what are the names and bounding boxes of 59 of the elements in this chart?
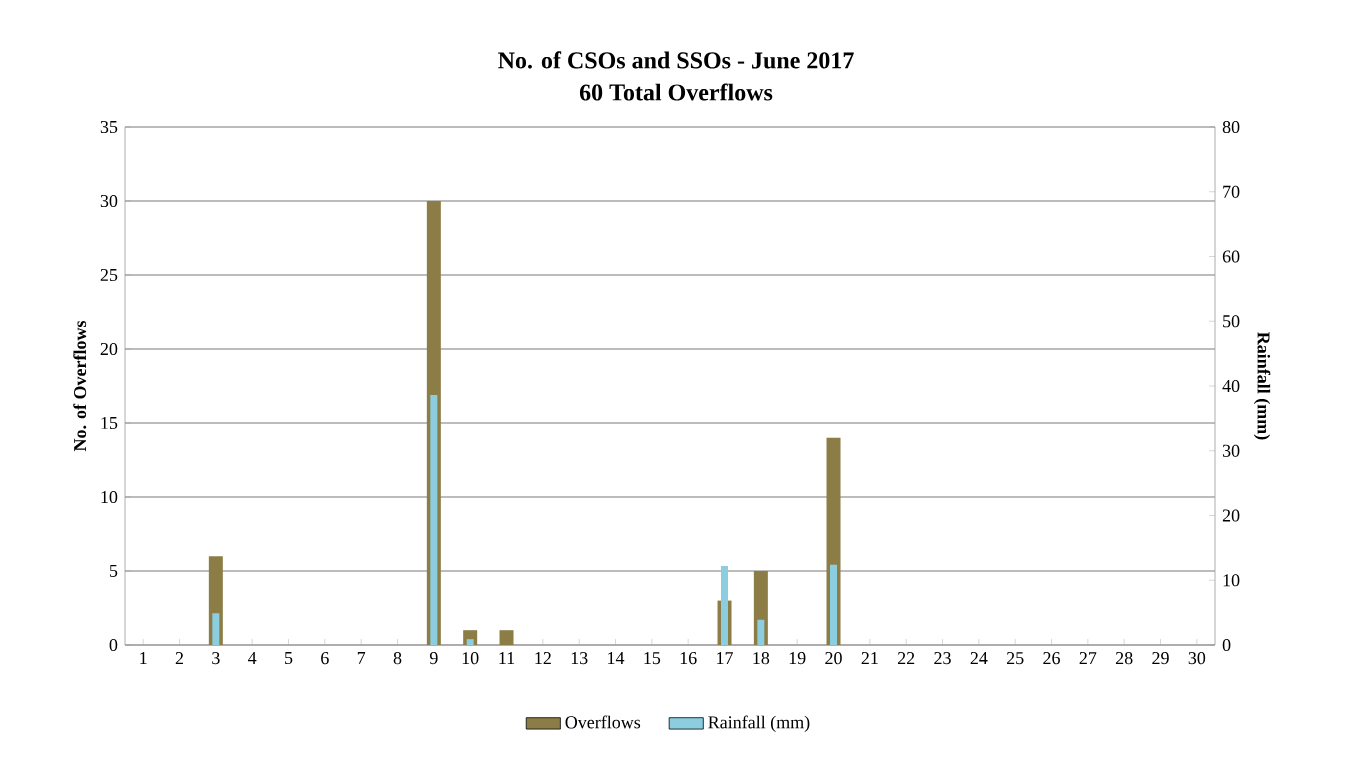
x-tick-label: 10: [462, 652, 479, 665]
x-tick-label: 18: [753, 652, 770, 665]
x-tick-label: 26: [1043, 652, 1060, 665]
y-tick-label: 15: [101, 416, 118, 430]
y2-tick-label: 70: [1223, 185, 1240, 198]
y-axis-title: No. of Overflows: [73, 320, 87, 452]
x-tick-label: 24: [970, 652, 988, 664]
x-tick-label: 22: [897, 652, 915, 664]
x-tick-label: 2: [175, 652, 183, 664]
legend-label: Overflows: [565, 715, 641, 729]
bar: [499, 630, 514, 645]
x-tick-label: 27: [1079, 652, 1097, 664]
x-tick-label: 21: [861, 652, 878, 664]
y2-tick-label: 40: [1222, 379, 1240, 393]
chart-subtitle: 60 Total Overflows: [579, 83, 773, 101]
x-tick-label: 23: [934, 652, 951, 665]
x-tick-label: 25: [1006, 652, 1024, 665]
x-tick-label: 28: [1115, 652, 1133, 665]
x-tick-label: 4: [248, 652, 257, 664]
y2-tick-label: 60: [1222, 250, 1240, 263]
bar: [757, 619, 765, 645]
x-tick-label: 14: [608, 652, 625, 664]
x-tick-label: 29: [1152, 652, 1169, 665]
x-tick-label: 9: [429, 652, 438, 665]
x-tick-label: 8: [393, 652, 402, 665]
y2-tick-label: 20: [1222, 509, 1240, 522]
y2-tick-label: 10: [1223, 574, 1240, 587]
x-tick-label: 17: [717, 652, 733, 664]
bar: [830, 564, 838, 645]
y-tick-label: 35: [100, 120, 118, 134]
y2-tick-label: 50: [1223, 315, 1240, 328]
x-tick-label: 20: [825, 652, 842, 665]
y-tick-label: 5: [109, 565, 118, 577]
x-tick-label: 7: [357, 652, 366, 664]
y2-axis-title: Rainfall (mm): [1253, 332, 1271, 440]
x-tick-label: 30: [1188, 652, 1206, 665]
x-tick-label: 11: [499, 652, 515, 664]
y2-tick-label: 30: [1222, 444, 1240, 457]
bar: [212, 613, 220, 645]
chart-title: No. of CSOs and SSOs - June 2017: [498, 51, 854, 69]
y2-tick-label: 0: [1222, 638, 1231, 652]
x-tick-label: 1: [140, 652, 147, 664]
x-tick-label: 12: [535, 652, 551, 664]
y-tick-label: 25: [100, 268, 118, 282]
bar: [430, 395, 438, 645]
bar: [466, 639, 474, 645]
x-tick-label: 5: [285, 652, 293, 665]
x-tick-label: 6: [321, 652, 329, 665]
x-tick-label: 15: [644, 652, 661, 665]
y-tick-label: 0: [109, 638, 118, 652]
legend-label: Rainfall (mm): [708, 715, 810, 733]
x-tick-label: 3: [212, 652, 220, 665]
y2-tick-label: 80: [1222, 120, 1240, 134]
y-tick-label: 30: [100, 194, 118, 208]
x-tick-label: 13: [571, 652, 588, 665]
x-tick-label: 19: [789, 652, 806, 665]
y-tick-label: 10: [101, 490, 118, 504]
x-tick-label: 16: [680, 652, 697, 665]
y-tick-label: 20: [100, 342, 118, 356]
